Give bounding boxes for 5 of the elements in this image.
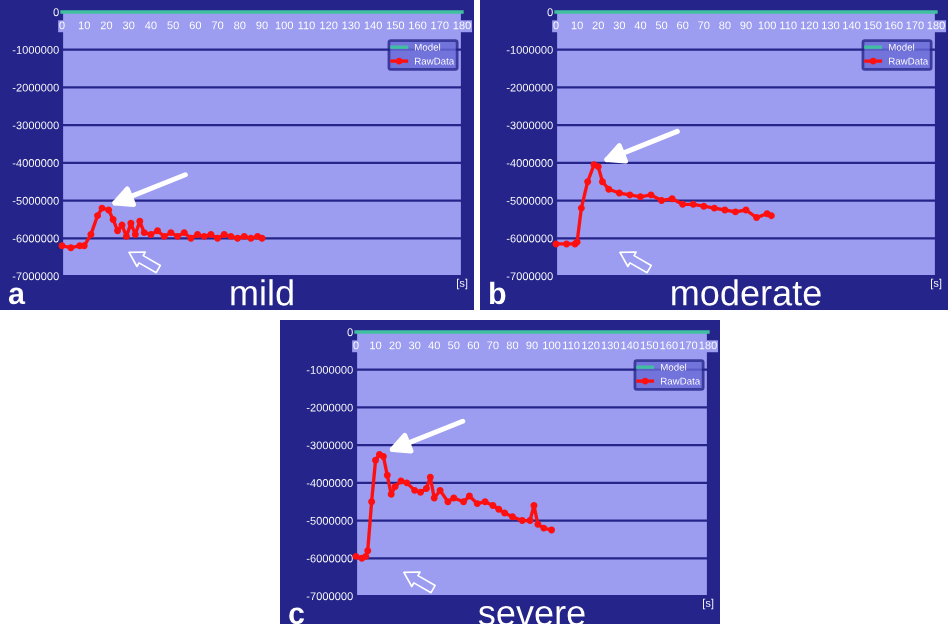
text: a — [8, 287, 26, 305]
text: mild — [231, 279, 293, 306]
text: c — [289, 607, 305, 625]
text: moderate — [672, 279, 821, 306]
text: b — [490, 281, 506, 305]
